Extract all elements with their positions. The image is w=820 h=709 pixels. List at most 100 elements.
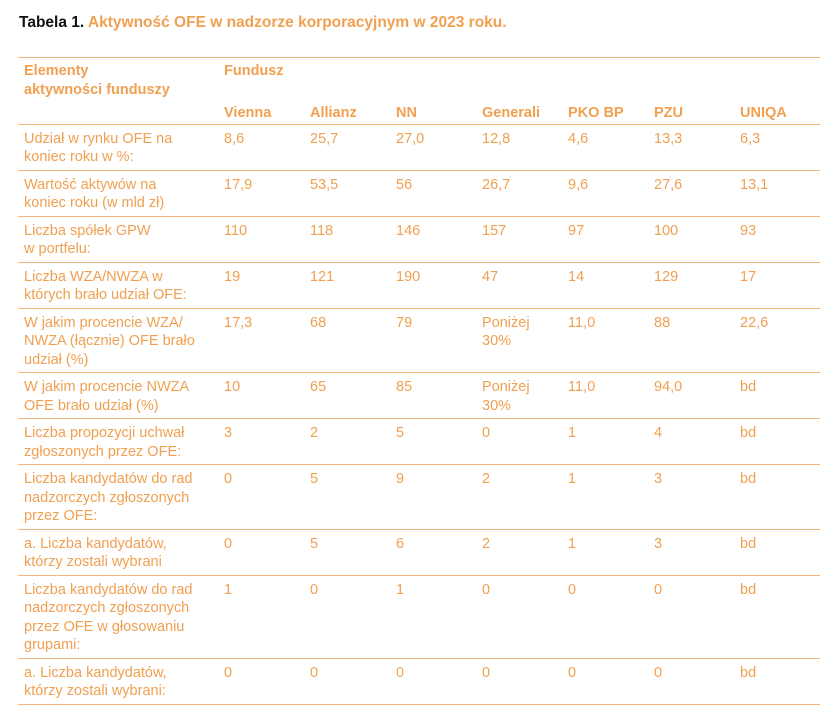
table-cell: 10 xyxy=(218,372,304,419)
elements-header-line: Elementy xyxy=(24,63,89,79)
table-cell: 0 xyxy=(476,657,562,705)
table-cell: bd xyxy=(734,372,820,419)
table-row: Liczba WZA/NWZA w których brało udział OF… xyxy=(18,261,820,308)
table-cell: 6,3 xyxy=(734,123,820,170)
table-cell: 68 xyxy=(304,307,390,373)
table-cell: 0 xyxy=(218,528,304,575)
table-cell: 121 xyxy=(304,261,390,308)
row-label: W jakim procencie NWZA OFE brało udział (… xyxy=(18,372,218,419)
table-cell: 26,7 xyxy=(476,169,562,216)
table-cell: 0 xyxy=(648,657,734,705)
table-row: Wartość aktywów na koniec roku (w mld zł)… xyxy=(18,169,820,216)
table-cell: 2 xyxy=(476,464,562,529)
table-row: W jakim procencie WZA/NWZA (łącznie) OFE… xyxy=(18,307,820,373)
row-label-line: koniec roku (w mld zł) xyxy=(24,195,165,211)
table-cell: 9 xyxy=(390,464,476,529)
table-cell: 9,6 xyxy=(562,169,648,216)
row-label: Udział w rynku OFE na koniec roku w %: xyxy=(18,123,218,170)
row-label-line: a. Liczba kandydatów, xyxy=(24,664,167,681)
table-cell: 1 xyxy=(562,418,648,465)
row-label: Liczba kandydatów do rad nadzorczych zgło… xyxy=(18,464,218,529)
row-label-line: nadzorczych zgłoszonych xyxy=(24,600,190,616)
row-label: a. Liczba kandydatów, którzy zostali wybr… xyxy=(18,528,218,575)
table-cell: 65 xyxy=(304,372,390,419)
table-cell: 11,0 xyxy=(562,372,648,419)
row-label: Wartość aktywów na koniec roku (w mld zł) xyxy=(18,169,218,216)
table-cell: 0 xyxy=(562,574,648,658)
table-cell: bd xyxy=(734,574,820,658)
table-cell: 56 xyxy=(390,169,476,216)
table-cell: 93 xyxy=(734,215,820,262)
table-cell: 97 xyxy=(562,215,648,262)
table-cell: 8,6 xyxy=(218,123,304,170)
row-label: Liczba propozycji uchwał zgłoszonych prze… xyxy=(18,418,218,465)
table-number: Tabela 1. xyxy=(19,14,85,31)
table-row: a. Liczba kandydatów, którzy zostali wybr… xyxy=(18,657,820,705)
table-cell: 17,9 xyxy=(218,169,304,216)
table-cell: 4 xyxy=(648,418,734,465)
row-label-line: Liczba propozycji uchwał xyxy=(24,425,185,441)
row-label: Liczba WZA/NWZA w których brało udział OF… xyxy=(18,261,218,308)
table-cell: 6 xyxy=(390,528,476,575)
table-cell: 0 xyxy=(476,418,562,465)
table-cell: 47 xyxy=(476,261,562,308)
table-cell: 1 xyxy=(562,464,648,529)
fund-name: Generali xyxy=(482,105,541,121)
fund-name: UNIQA xyxy=(740,105,787,121)
row-label-line: udział (%) xyxy=(24,351,89,368)
table-title: Tabela 1. Aktywność OFE w nadzorze korpo… xyxy=(19,14,507,32)
row-label-line: Wartość aktywów na xyxy=(24,176,157,193)
row-label-line: a. Liczba kandydatów, xyxy=(24,535,167,552)
table-cell: 27,6 xyxy=(648,169,734,216)
row-label-line: którzy zostali wybrani: xyxy=(24,683,166,699)
table-cell: 25,7 xyxy=(304,123,390,170)
row-label-line: przez OFE: xyxy=(24,508,98,524)
row-label-line: Udział w rynku OFE na xyxy=(24,130,173,147)
row-label-line: którzy zostali wybrani xyxy=(24,554,162,570)
table-cell: 0 xyxy=(390,657,476,705)
empty-header-cell xyxy=(18,101,218,124)
table-cell: Poniżej 30% xyxy=(476,372,562,419)
fund-name: Allianz xyxy=(310,105,357,121)
table-cell: 0 xyxy=(304,574,390,658)
table-cell: bd xyxy=(734,528,820,575)
table-cell: 0 xyxy=(476,574,562,658)
table-cell: 0 xyxy=(218,657,304,705)
table-cell: 17 xyxy=(734,261,820,308)
table-row: Liczba spółek GPW w portfelu: 110 118 146 157… xyxy=(18,215,820,262)
row-label-line: Liczba kandydatów do rad xyxy=(24,471,193,487)
table-cell: bd xyxy=(734,657,820,705)
table-cell: 13,3 xyxy=(648,123,734,170)
row-label: Liczba spółek GPW w portfelu: xyxy=(18,215,218,262)
row-label-line: koniec roku w %: xyxy=(24,149,134,165)
table-cell: Poniżej 30% xyxy=(476,307,562,373)
header-row-top: Elementy aktywności funduszy Fundusz xyxy=(18,57,820,101)
table-row: a. Liczba kandydatów, którzy zostali wybr… xyxy=(18,528,820,575)
row-label-line: W jakim procencie WZA/ xyxy=(24,314,183,331)
header-row-funds: Vienna Allianz NN Generali PKO BP PZU UN… xyxy=(18,101,820,124)
row-label-line: których brało udział OFE: xyxy=(24,287,187,303)
table-cell: 27,0 xyxy=(390,123,476,170)
table-cell: 4,6 xyxy=(562,123,648,170)
table-cell: 190 xyxy=(390,261,476,308)
table-cell: bd xyxy=(734,418,820,465)
table-cell: 19 xyxy=(218,261,304,308)
table-row: W jakim procencie NWZA OFE brało udział (… xyxy=(18,372,820,419)
elements-header-line: aktywności funduszy xyxy=(24,81,170,98)
ofe-activity-table: Elementy aktywności funduszy Fundusz Vie… xyxy=(18,57,820,705)
row-label-line: w portfelu: xyxy=(24,241,91,257)
table-cell: 22,6 xyxy=(734,307,820,373)
row-label-line: Liczba spółek GPW xyxy=(24,222,151,239)
table-row: Liczba kandydatów do rad nadzorczych zgło… xyxy=(18,574,820,658)
table-cell: 17,3 xyxy=(218,307,304,373)
table-cell: 1 xyxy=(562,528,648,575)
table-cell: 5 xyxy=(304,464,390,529)
row-label: Liczba kandydatów do rad nadzorczych zgło… xyxy=(18,574,218,658)
table-cell: 13,1 xyxy=(734,169,820,216)
table-row: Liczba kandydatów do rad nadzorczych zgło… xyxy=(18,464,820,529)
row-label-line: zgłoszonych przez OFE: xyxy=(24,443,182,460)
table-cell: 110 xyxy=(218,215,304,262)
table-cell: 0 xyxy=(562,657,648,705)
table-cell: 3 xyxy=(648,528,734,575)
table-cell: 0 xyxy=(218,464,304,529)
